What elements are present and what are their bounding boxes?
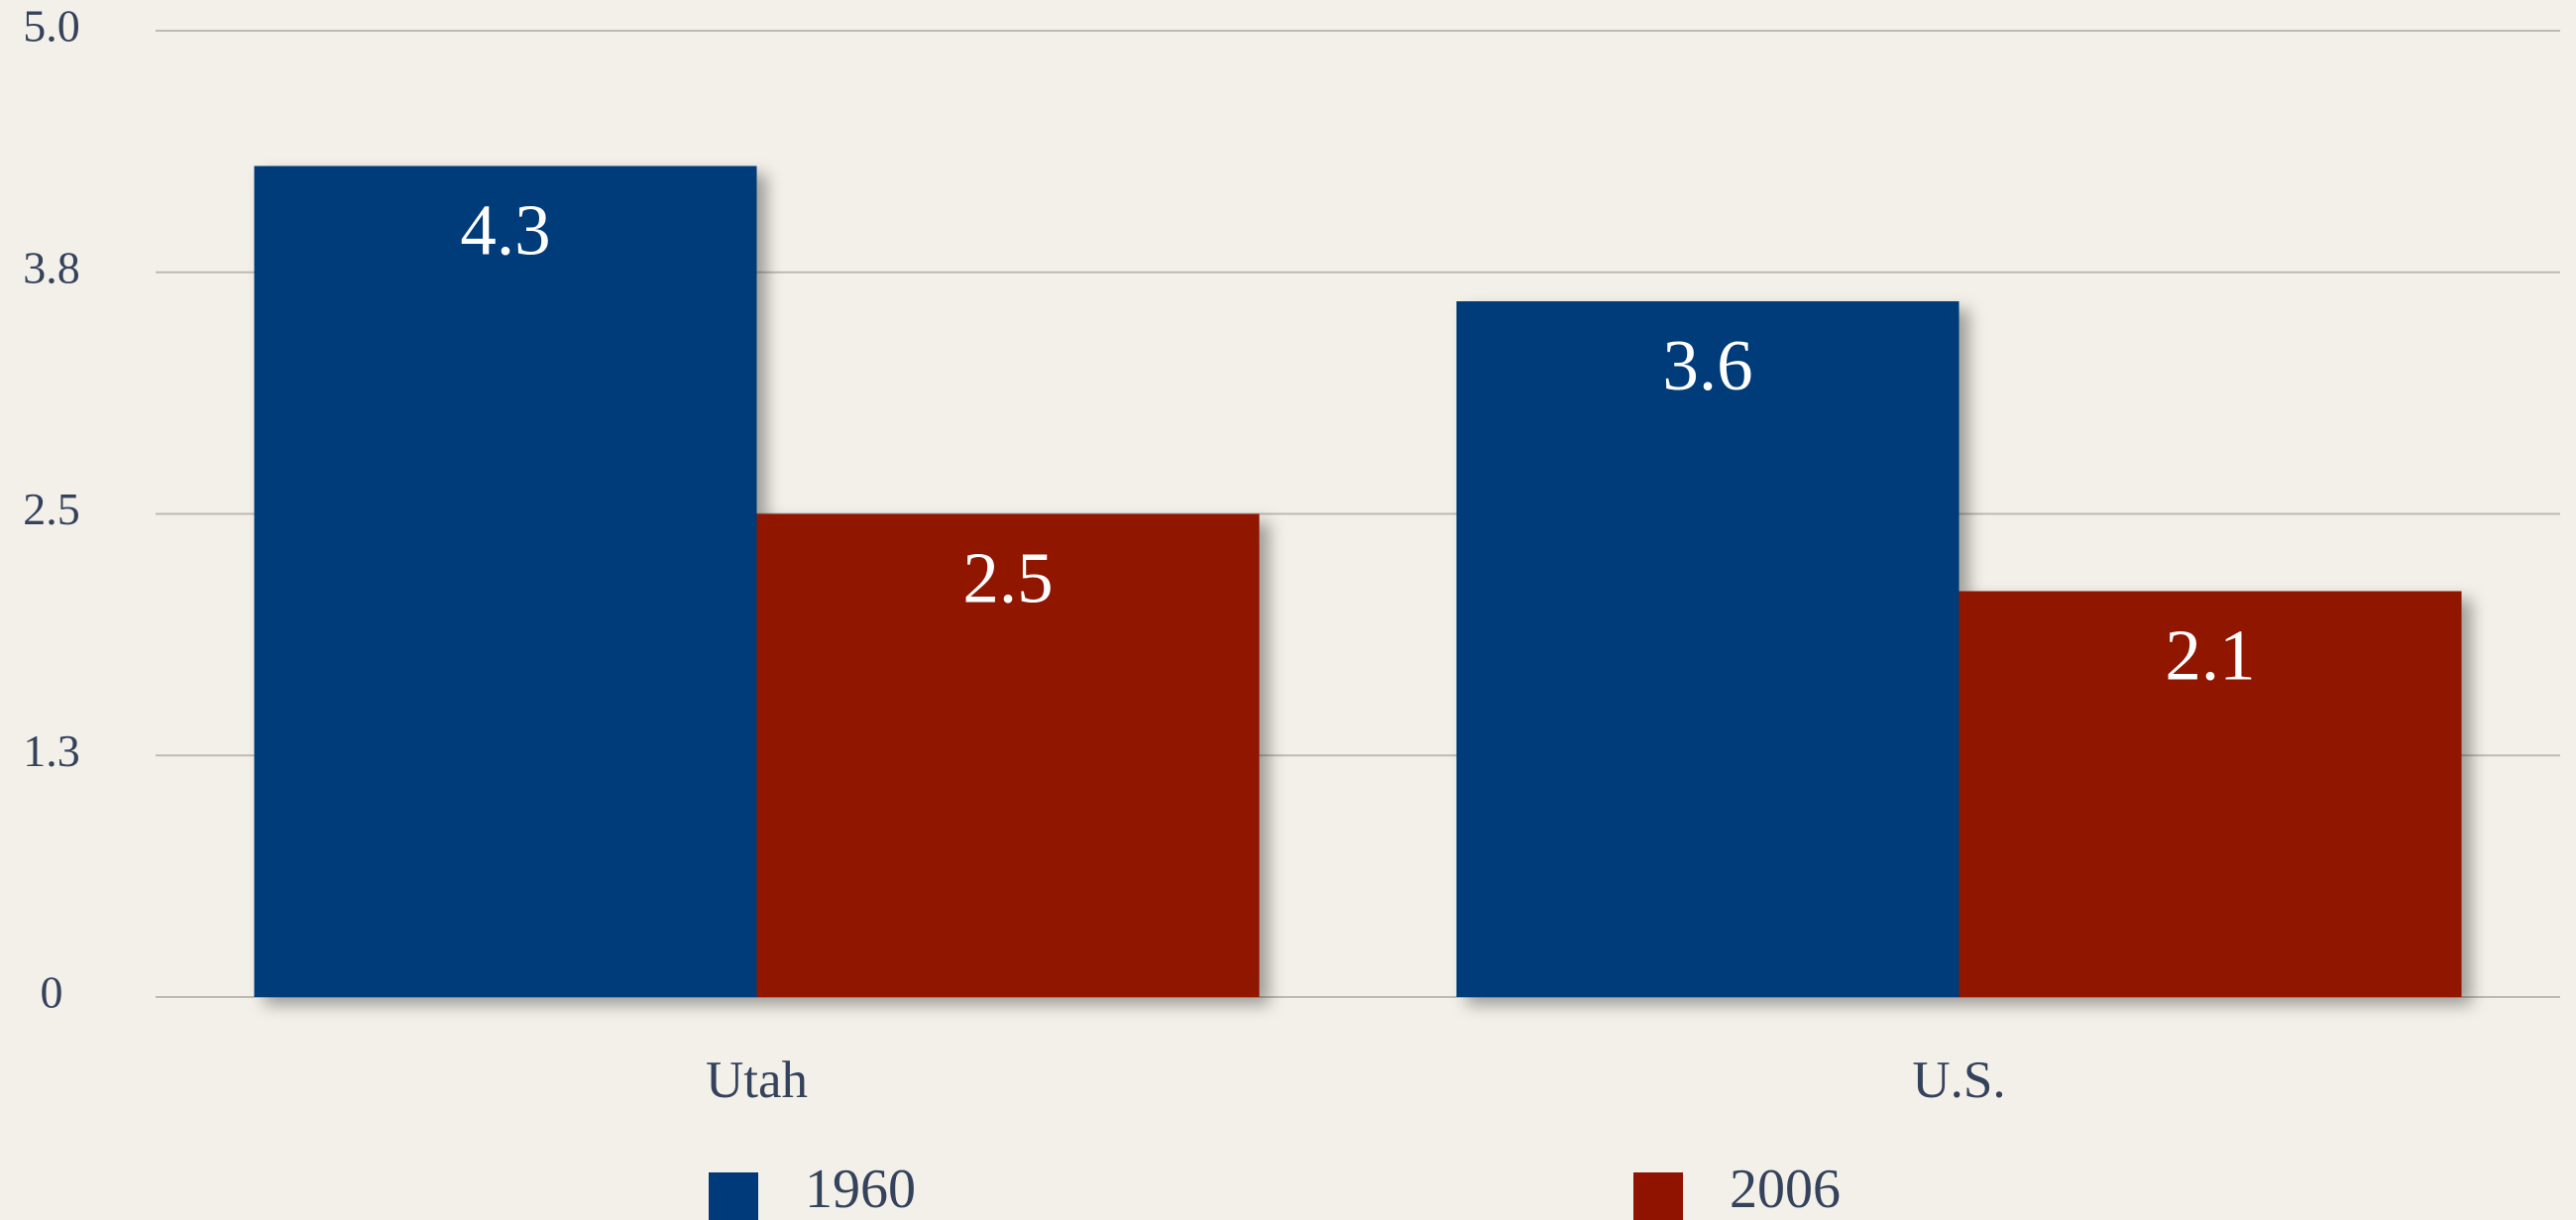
bar (254, 166, 757, 997)
y-tick-label: 5.0 (23, 1, 80, 52)
x-tick-label: U.S. (1912, 1052, 2005, 1109)
bar (1456, 301, 1960, 997)
legend-swatch (1633, 1172, 1683, 1220)
bar (1959, 591, 2462, 997)
legend-swatch (709, 1172, 758, 1220)
bars (254, 166, 2462, 997)
legend-label: 1960 (805, 1159, 916, 1220)
y-tick-label: 1.3 (23, 725, 80, 776)
x-tick-label: Utah (706, 1052, 808, 1109)
data-label: 3.6 (1662, 325, 1752, 405)
y-tick-label: 0 (41, 967, 63, 1018)
y-tick-label: 2.5 (23, 484, 80, 534)
data-label: 2.5 (962, 537, 1053, 617)
data-label: 4.3 (460, 189, 550, 270)
bar (756, 513, 1260, 997)
y-tick-label: 3.8 (23, 242, 80, 292)
legend-label: 2006 (1730, 1159, 1841, 1220)
data-label: 2.1 (2165, 614, 2255, 695)
